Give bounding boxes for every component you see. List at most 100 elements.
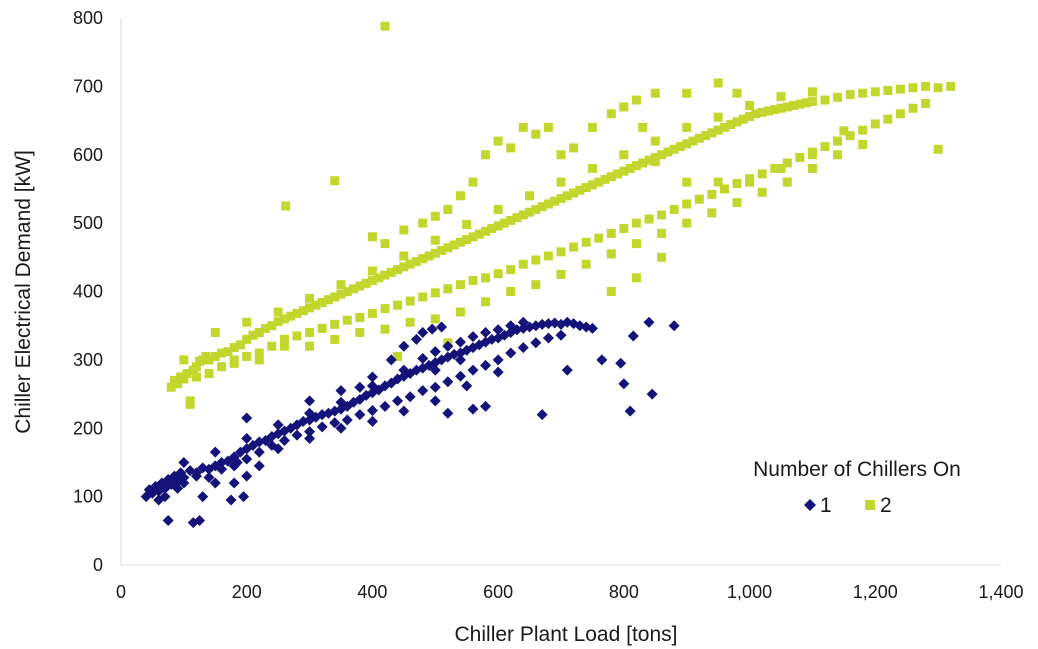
data-point-series-2 bbox=[883, 85, 893, 95]
data-point-series-2 bbox=[531, 255, 541, 265]
data-point-series-2 bbox=[443, 243, 453, 253]
data-point-series-2 bbox=[895, 109, 905, 119]
data-point-series-1 bbox=[646, 388, 658, 400]
data-point-series-2 bbox=[644, 155, 654, 165]
data-point-series-2 bbox=[512, 213, 522, 223]
data-point-series-2 bbox=[399, 262, 409, 272]
data-point-series-1 bbox=[241, 412, 253, 424]
data-point-series-2 bbox=[506, 143, 516, 153]
data-point-series-2 bbox=[631, 218, 641, 228]
legend-title: Number of Chillers On bbox=[753, 458, 961, 481]
x-tick-label: 400 bbox=[357, 582, 387, 602]
data-point-series-1 bbox=[190, 470, 202, 482]
data-point-series-2 bbox=[430, 211, 440, 221]
data-point-series-2 bbox=[694, 133, 704, 143]
data-point-series-2 bbox=[204, 369, 214, 379]
data-point-series-2 bbox=[179, 374, 189, 384]
data-point-series-2 bbox=[870, 87, 880, 97]
data-point-series-1 bbox=[517, 342, 529, 354]
y-axis-ticks: 0 100 200 300 400 500 600 700 800 bbox=[73, 8, 103, 575]
data-point-series-2 bbox=[355, 328, 365, 338]
data-point-series-1 bbox=[467, 331, 479, 343]
data-point-series-1 bbox=[442, 340, 454, 352]
data-point-series-2 bbox=[399, 251, 409, 261]
data-point-series-2 bbox=[405, 296, 415, 306]
data-point-series-1 bbox=[480, 327, 492, 339]
data-point-series-2 bbox=[556, 177, 566, 187]
data-point-series-1 bbox=[253, 446, 265, 458]
data-point-series-2 bbox=[361, 278, 371, 288]
data-point-series-2 bbox=[807, 96, 817, 106]
data-point-series-2 bbox=[380, 239, 390, 249]
data-point-series-2 bbox=[745, 177, 755, 187]
data-point-series-1 bbox=[492, 354, 504, 366]
data-point-series-2 bbox=[707, 128, 717, 138]
data-point-series-2 bbox=[481, 226, 491, 236]
data-point-series-2 bbox=[217, 348, 227, 358]
data-point-series-1 bbox=[159, 491, 171, 503]
data-point-series-2 bbox=[933, 83, 943, 93]
data-point-series-1 bbox=[417, 353, 429, 365]
data-point-series-2 bbox=[273, 317, 283, 327]
data-point-series-2 bbox=[556, 194, 566, 204]
data-point-series-2 bbox=[751, 109, 761, 119]
data-point-series-2 bbox=[921, 98, 931, 108]
data-point-series-2 bbox=[883, 114, 893, 124]
data-point-series-1 bbox=[480, 359, 492, 371]
data-point-series-2 bbox=[191, 372, 201, 382]
data-point-series-2 bbox=[179, 355, 189, 365]
data-point-series-2 bbox=[317, 297, 327, 307]
data-point-series-2 bbox=[820, 142, 830, 152]
data-point-series-2 bbox=[367, 308, 377, 318]
data-point-series-2 bbox=[694, 194, 704, 204]
data-point-series-2 bbox=[330, 319, 340, 329]
data-point-series-2 bbox=[682, 139, 692, 149]
data-point-series-2 bbox=[682, 88, 692, 98]
data-point-series-2 bbox=[217, 362, 227, 372]
data-point-series-2 bbox=[569, 143, 579, 153]
data-point-series-1 bbox=[304, 407, 316, 419]
data-point-series-2 bbox=[895, 84, 905, 94]
data-point-series-1 bbox=[316, 421, 328, 433]
data-point-series-2 bbox=[782, 102, 792, 112]
data-point-series-2 bbox=[644, 214, 654, 224]
data-point-series-2 bbox=[858, 88, 868, 98]
data-point-series-1 bbox=[542, 332, 554, 344]
data-point-series-1 bbox=[480, 400, 492, 412]
data-point-series-2 bbox=[732, 88, 742, 98]
data-point-series-2 bbox=[518, 259, 528, 269]
data-point-series-2 bbox=[518, 122, 528, 132]
data-point-series-1 bbox=[436, 321, 448, 333]
data-point-series-2 bbox=[437, 245, 447, 255]
legend-item-1: 1 bbox=[804, 494, 832, 517]
y-tick-label: 200 bbox=[73, 418, 103, 438]
data-point-series-2 bbox=[292, 331, 302, 341]
data-point-series-1 bbox=[228, 477, 240, 489]
data-point-series-2 bbox=[185, 399, 195, 409]
data-point-series-2 bbox=[625, 163, 635, 173]
data-point-series-1 bbox=[238, 491, 250, 503]
data-point-series-1 bbox=[241, 453, 253, 465]
data-point-series-2 bbox=[619, 102, 629, 112]
x-tick-label: 1,200 bbox=[853, 582, 898, 602]
data-point-series-2 bbox=[191, 362, 201, 372]
x-tick-label: 1,400 bbox=[978, 582, 1023, 602]
data-point-series-2 bbox=[631, 273, 641, 283]
data-point-series-2 bbox=[757, 107, 767, 117]
data-point-series-1 bbox=[618, 378, 630, 390]
data-point-series-1 bbox=[467, 364, 479, 376]
data-point-series-2 bbox=[713, 125, 723, 135]
data-point-series-1 bbox=[278, 435, 290, 447]
plot-area bbox=[120, 18, 1001, 566]
data-point-series-2 bbox=[323, 295, 333, 305]
data-point-series-2 bbox=[650, 88, 660, 98]
data-point-series-2 bbox=[493, 269, 503, 279]
data-point-series-2 bbox=[367, 276, 377, 286]
legend-item-2: 2 bbox=[865, 494, 892, 517]
y-tick-label: 500 bbox=[73, 213, 103, 233]
data-point-series-1 bbox=[335, 385, 347, 397]
data-point-series-2 bbox=[405, 259, 415, 269]
data-point-series-2 bbox=[286, 311, 296, 321]
data-point-series-2 bbox=[707, 208, 717, 218]
data-point-series-1 bbox=[668, 320, 680, 332]
